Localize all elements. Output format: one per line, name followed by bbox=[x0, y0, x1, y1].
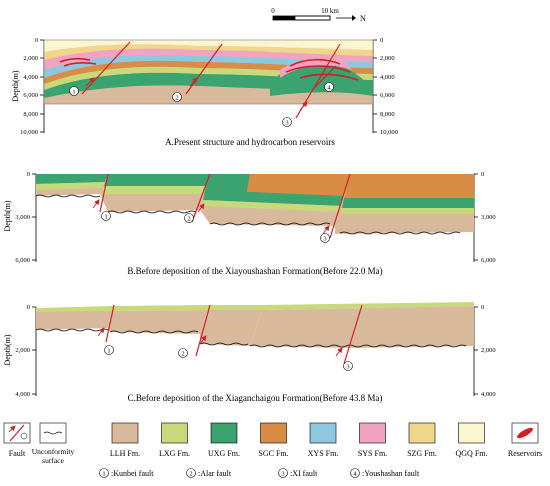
formation-swatch bbox=[111, 422, 139, 444]
panel-a-right-tick: 2,000 bbox=[380, 55, 395, 62]
legend-label: UXG Fm. bbox=[208, 449, 240, 458]
panel-a-right-tick: 8,000 bbox=[380, 111, 395, 118]
panel-c-fault-1-label: 1 bbox=[107, 348, 110, 355]
north-label: N bbox=[360, 14, 366, 23]
panel-b-axis-title: Depth(m) bbox=[3, 200, 12, 231]
legend-label: surface bbox=[42, 456, 64, 465]
panel-b-fault-2-label: 2 bbox=[187, 216, 190, 223]
panel-a-left-tick: 0 bbox=[35, 37, 38, 44]
fault-name-num: 4 bbox=[353, 471, 357, 478]
panel-b-faults bbox=[99, 173, 351, 239]
panel-a-fault-2-label: 2 bbox=[175, 95, 178, 102]
panel-b-section: 0 3,000 6,000 0 3,000 6,000 Depth(m) bbox=[3, 171, 496, 276]
panel-c-fault-3-label: 3 bbox=[346, 364, 349, 371]
panel-a-left-tick: 2,000 bbox=[23, 55, 38, 62]
legend-fault: Fault bbox=[3, 422, 31, 458]
fault-name: :Youshashan fault bbox=[362, 469, 420, 478]
fault-name: :Kunbei fault bbox=[111, 469, 154, 478]
panel-a-left-tick: 6,000 bbox=[23, 92, 38, 99]
panel-a-axis-title: Depth(m) bbox=[11, 70, 20, 101]
formation-swatch bbox=[408, 422, 436, 444]
panel-a-left-tick: 4,000 bbox=[23, 74, 38, 81]
scale-bar-start: 0 bbox=[271, 7, 275, 15]
formation-swatches: LLH Fm. LXG Fm. UXG Fm. SGC Fm. XYS Fm. SYS F… bbox=[110, 422, 488, 458]
fault-name-num: 3 bbox=[281, 471, 284, 478]
panel-b-fault-1-label: 1 bbox=[104, 214, 107, 221]
panel-b-left-tick: 3,000 bbox=[15, 214, 30, 221]
panel-b-right-tick: 3,000 bbox=[481, 214, 496, 221]
legend-label: LLH Fm. bbox=[110, 449, 140, 458]
reservoir-lenses bbox=[59, 57, 359, 81]
panel-c-section: 0 2,000 4,000 0 2,000 4,000 Depth(m) bbox=[3, 302, 496, 403]
panel-c-caption: C.Before deposition of the Xiaganchaigou… bbox=[128, 393, 383, 403]
scale-bar-end: 10 km bbox=[321, 7, 339, 15]
fault-name: :Alar fault bbox=[198, 469, 232, 478]
legend-label: SYS Fm. bbox=[358, 449, 387, 458]
legend-reservoirs: Reservoirs bbox=[508, 422, 542, 458]
fault-name: :XI fault bbox=[290, 469, 318, 478]
fault-name-num: 2 bbox=[189, 471, 192, 478]
legend-label: Unconformity bbox=[32, 447, 75, 456]
legend-label: Reservoirs bbox=[508, 449, 542, 458]
panel-c-right-tick: 2,000 bbox=[481, 347, 496, 354]
panel-b-right-tick: 0 bbox=[481, 171, 484, 178]
panel-a-right-tick: 6,000 bbox=[380, 92, 395, 99]
panel-b-right-tick: 6,000 bbox=[481, 257, 496, 264]
panel-a-caption: A.Present structure and hydrocarbon rese… bbox=[165, 137, 335, 147]
formation-swatch bbox=[260, 422, 287, 444]
panel-b-fault-3-label: 3 bbox=[323, 236, 326, 243]
panel-a-right-tick: 10,000 bbox=[380, 129, 398, 136]
legend-label: SGC Fm. bbox=[258, 449, 288, 458]
formation-swatch bbox=[161, 422, 188, 444]
legend-label: QGQ Fm. bbox=[455, 449, 487, 458]
panel-b-left-tick: 6,000 bbox=[15, 257, 30, 264]
legend-label: LXG Fm. bbox=[159, 449, 190, 458]
panel-a-section: 0 2,000 4,000 6,000 8,000 10,000 0 2,000… bbox=[11, 37, 398, 147]
panel-c-axis-title: Depth(m) bbox=[3, 334, 12, 365]
formation-swatch bbox=[210, 422, 238, 444]
panel-a-right-tick: 0 bbox=[380, 37, 383, 44]
scale-bar: 0 10 km N bbox=[271, 7, 366, 23]
panel-c-fault-2-label: 2 bbox=[181, 351, 184, 358]
panel-c-faults bbox=[105, 304, 363, 365]
panel-a-fault-3-label: 3 bbox=[285, 120, 288, 127]
panel-a-right-tick: 4,000 bbox=[380, 74, 395, 81]
legend-unconformity: Unconformity surface bbox=[32, 422, 75, 465]
fault-name-num: 1 bbox=[102, 471, 105, 478]
panel-b-left-tick: 0 bbox=[27, 171, 30, 178]
legend-label: XYS Fm. bbox=[308, 449, 339, 458]
panel-c-left-tick: 0 bbox=[27, 304, 30, 311]
panel-a-left-tick: 10,000 bbox=[20, 129, 38, 136]
legend: Fault Unconformity surface LLH Fm. LXG Fm… bbox=[3, 422, 542, 478]
panel-a-fault-1-label: 1 bbox=[72, 89, 75, 96]
panel-c-right-tick: 0 bbox=[481, 304, 484, 311]
panel-a-left-tick: 8,000 bbox=[23, 111, 38, 118]
formation-swatch bbox=[458, 422, 485, 444]
panel-c-left-tick: 4,000 bbox=[15, 391, 30, 398]
panel-c-right-tick: 4,000 bbox=[481, 391, 496, 398]
formation-swatch bbox=[309, 422, 337, 444]
formation-swatch bbox=[359, 422, 386, 444]
panel-a-fault-4-label: 4 bbox=[327, 85, 331, 92]
legend-label: Fault bbox=[9, 449, 26, 458]
panel-b-caption: B.Before deposition of the Xiayoushashan… bbox=[127, 266, 382, 276]
unconformity-icon bbox=[39, 422, 67, 444]
panel-c-left-tick: 2,000 bbox=[15, 347, 30, 354]
legend-label: SZG Fm. bbox=[407, 449, 437, 458]
